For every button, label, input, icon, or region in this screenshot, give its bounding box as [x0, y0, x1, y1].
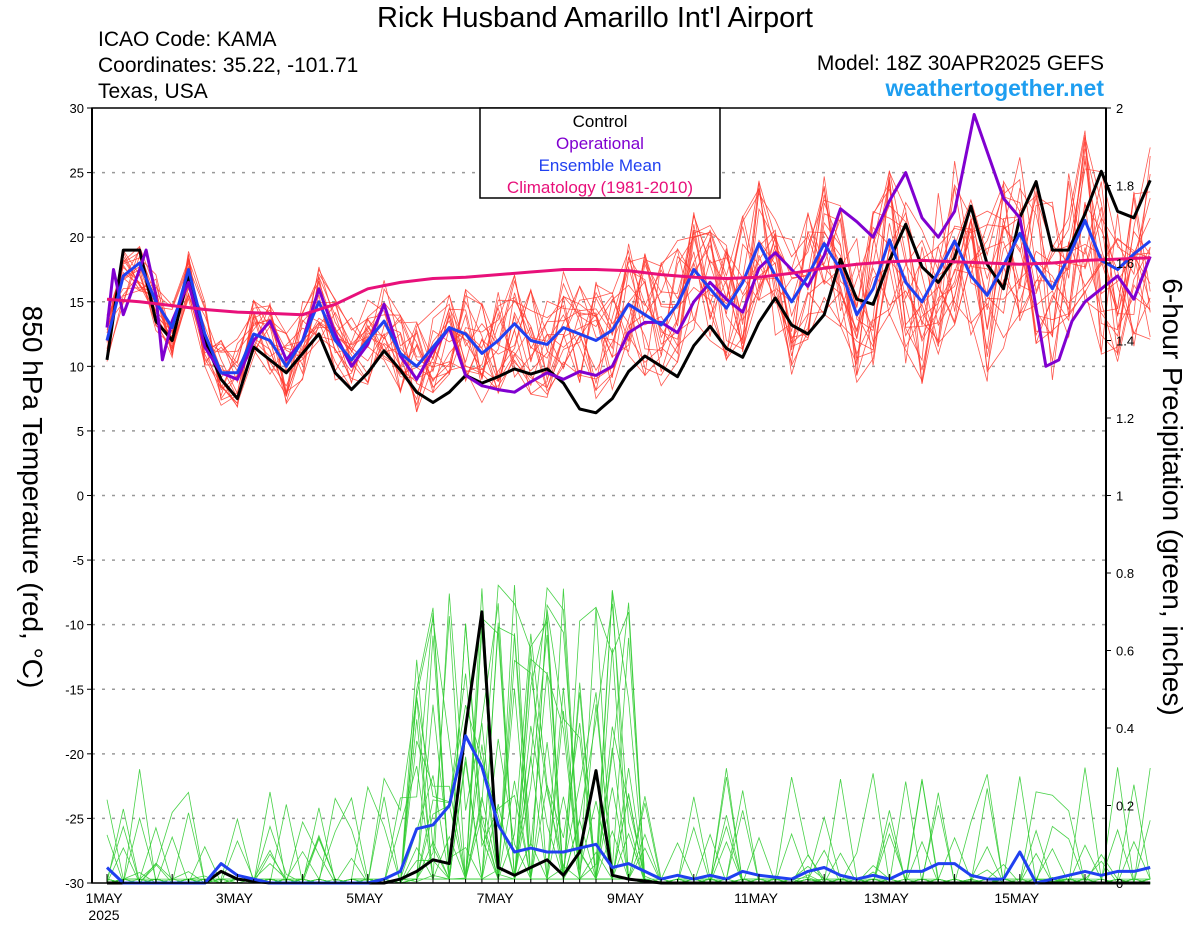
- y-right-tick-label: 0.4: [1116, 721, 1134, 736]
- coordinates: Coordinates: 35.22, -101.71: [98, 54, 359, 77]
- ensemble-member-temp: [106, 188, 1151, 398]
- y-right-tick-label: 0.8: [1116, 566, 1134, 581]
- series-ensemble-mean-left: [105, 218, 1152, 375]
- ensemble-member-precip: [107, 607, 1151, 884]
- legend-entry: Climatology (1981-2010): [507, 178, 693, 197]
- ensemble-member-precip: [106, 588, 1151, 884]
- y-right-tick-label: 0: [1116, 876, 1123, 891]
- y-left-tick-label: -5: [72, 553, 84, 568]
- icao-code: ICAO Code: KAMA: [98, 28, 277, 51]
- legend-entry: Operational: [556, 134, 644, 153]
- series-climatology-1981-2010-left: [106, 256, 1151, 317]
- y-left-tick-label: 5: [77, 424, 84, 439]
- legend-box: [479, 107, 721, 199]
- ensemble-member-precip: [106, 606, 1151, 884]
- y-right-tick-label: 0.2: [1116, 799, 1134, 814]
- y-right-tick-label: 0.6: [1116, 644, 1134, 659]
- x-tick-sublabel: 2025: [88, 907, 119, 923]
- y-left-tick-label: -25: [65, 811, 84, 826]
- ensemble-member-precip: [106, 617, 1151, 884]
- x-tick-label: 9MAY: [607, 890, 645, 906]
- ensemble-member-precip: [106, 591, 1151, 885]
- ensemble-member-precip: [106, 618, 1151, 884]
- x-tick-label: 3MAY: [216, 890, 254, 906]
- x-tick-label: 15MAY: [994, 890, 1040, 906]
- ensemble-member-precip: [106, 633, 1151, 884]
- x-tick-label: 5MAY: [346, 890, 384, 906]
- ensemble-member-temp: [106, 181, 1151, 400]
- y-left-tick-label: 15: [70, 295, 84, 310]
- ensemble-member-precip: [106, 603, 1151, 884]
- ensemble-member-precip: [107, 635, 1151, 884]
- ensemble-member-precip: [107, 602, 1151, 884]
- ensemble-member-temp: [106, 179, 1151, 404]
- series-operational-left: [105, 113, 1152, 394]
- y-left-tick-label: -20: [65, 747, 84, 762]
- legend-entry: Control: [573, 112, 628, 131]
- ensemble-member-precip: [106, 588, 1151, 884]
- y-left-tick-label: 0: [77, 489, 84, 504]
- ensemble-member-precip: [106, 637, 1151, 884]
- y-right-tick-label: 1: [1116, 489, 1123, 504]
- series-control-left: [105, 169, 1152, 415]
- y-left-tick-label: 20: [70, 230, 84, 245]
- page-title: Rick Husband Amarillo Int'l Airport: [377, 2, 813, 34]
- y-left-tick-label: -10: [65, 618, 84, 633]
- ensemble-member-precip: [106, 603, 1151, 884]
- ensemble-member-temp: [106, 181, 1151, 413]
- y-right-tick-label: 1.6: [1116, 256, 1134, 271]
- y-right-tick-label: 1.4: [1116, 334, 1134, 349]
- y-left-tick-label: -30: [65, 876, 84, 891]
- x-tick-label: 7MAY: [477, 890, 515, 906]
- x-tick-label: 13MAY: [864, 890, 910, 906]
- y-left-tick-label: 30: [70, 101, 84, 116]
- x-tick-label: 1MAY: [85, 890, 123, 906]
- region: Texas, USA: [98, 80, 208, 103]
- ensemble-member-precip: [106, 584, 1151, 884]
- y-left-tick-label: -15: [65, 682, 84, 697]
- ensemble-member-precip: [107, 584, 1151, 884]
- y-right-tick-label: 2: [1116, 101, 1123, 116]
- y-right-tick-label: 1.8: [1116, 179, 1134, 194]
- ensemble-member-precip: [106, 609, 1151, 884]
- ensemble-member-precip: [106, 586, 1151, 884]
- ensemble-member-temp: [106, 189, 1151, 381]
- ensemble-member-precip: [106, 607, 1151, 884]
- y-right-tick-label: 1.2: [1116, 411, 1134, 426]
- y-left-tick-label: 10: [70, 359, 84, 374]
- x-tick-label: 11MAY: [734, 890, 778, 906]
- model-run: Model: 18Z 30APR2025 GEFS: [816, 52, 1104, 75]
- site-link[interactable]: weathertogether.net: [885, 75, 1104, 101]
- y-left-tick-label: 25: [70, 166, 84, 181]
- series-control-right: [107, 610, 1151, 885]
- legend-entry: Ensemble Mean: [539, 156, 662, 175]
